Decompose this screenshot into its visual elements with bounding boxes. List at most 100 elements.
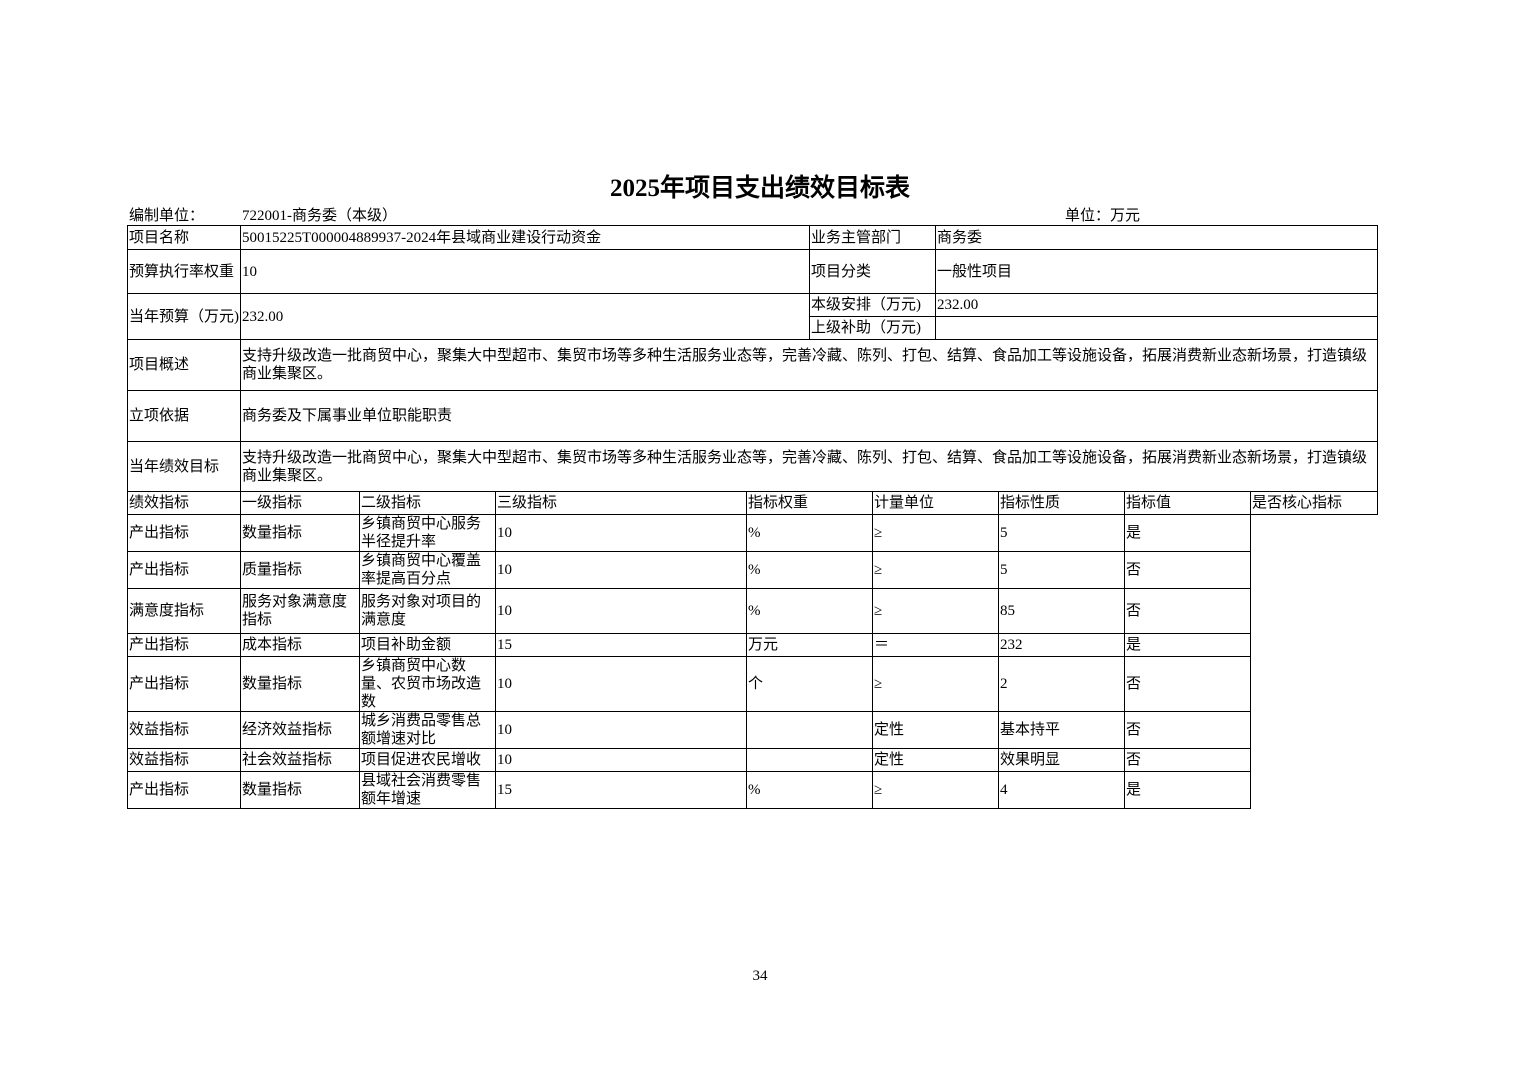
table-cell: ＝ bbox=[872, 633, 999, 657]
project-info-table: 项目名称 50015225T000004889937-2024年县域商业建设行动… bbox=[127, 225, 1378, 492]
table-cell: 质量指标 bbox=[240, 551, 360, 589]
table-row: 效益指标 社会效益指标 项目促进农民增收 10 定性 效果明显否 bbox=[127, 748, 1378, 772]
table-cell: 产出指标 bbox=[127, 514, 241, 552]
goal-label: 当年绩效目标 bbox=[127, 441, 241, 492]
org-value: 722001-商务委（本级） bbox=[242, 208, 397, 224]
table-cell: 10 bbox=[495, 748, 747, 772]
table-cell: 万元 bbox=[746, 633, 873, 657]
weight-label: 预算执行率权重 bbox=[127, 249, 241, 294]
table-cell: ≥ bbox=[872, 514, 999, 552]
table-cell: 产出指标 bbox=[127, 771, 241, 809]
table-cell: 定性 bbox=[872, 711, 999, 749]
table-cell: % bbox=[746, 514, 873, 552]
overview-label: 项目概述 bbox=[127, 339, 241, 391]
weight: 10 bbox=[240, 249, 810, 294]
table-cell: 定性 bbox=[872, 748, 999, 772]
table-cell: 数量指标 bbox=[240, 771, 360, 809]
budget: 232.00 bbox=[240, 293, 810, 340]
table-cell: 服务对象对项目的满意度 bbox=[359, 588, 496, 634]
dept-label: 业务主管部门 bbox=[809, 225, 936, 250]
table-cell: 满意度指标 bbox=[127, 588, 241, 634]
table-cell: 成本指标 bbox=[240, 633, 360, 657]
table-cell: 是 bbox=[1124, 771, 1251, 809]
budget-label: 当年预算（万元) bbox=[127, 293, 241, 340]
table-cell: 是 bbox=[1124, 633, 1251, 657]
column-header: 二级指标 bbox=[359, 491, 496, 515]
table-cell: 基本持平 bbox=[998, 711, 1125, 749]
table-cell: 232 bbox=[998, 633, 1125, 657]
table-row: 产出指标 质量指标 乡镇商贸中心覆盖率提高百分点 10% ≥5 否 bbox=[127, 551, 1378, 589]
table-cell: ≥ bbox=[872, 656, 999, 712]
page-number: 34 bbox=[752, 968, 768, 984]
table-cell bbox=[746, 748, 873, 772]
dept: 商务委 bbox=[935, 225, 1378, 250]
table-cell: 效益指标 bbox=[127, 748, 241, 772]
table-cell: 是 bbox=[1124, 514, 1251, 552]
column-header: 指标值 bbox=[1124, 491, 1251, 515]
table-cell: 效益指标 bbox=[127, 711, 241, 749]
basis: 商务委及下属事业单位职能职责 bbox=[240, 390, 1378, 442]
table-cell: 项目促进农民增收 bbox=[359, 748, 496, 772]
indicators-table: 绩效指标 一级指标 二级指标 三级指标 指标权重 计量单位 指标性质 指标值 是否核心指标 产… bbox=[127, 491, 1378, 809]
table-cell: 否 bbox=[1124, 588, 1251, 634]
project-name: 50015225T000004889937-2024年县域商业建设行动资金 bbox=[240, 225, 810, 250]
category-label: 项目分类 bbox=[809, 249, 936, 294]
table-cell: 产出指标 bbox=[127, 633, 241, 657]
column-header: 是否核心指标 bbox=[1250, 491, 1378, 515]
org-label: 编制单位： bbox=[129, 208, 205, 224]
table-cell: 5 bbox=[998, 551, 1125, 589]
table-cell: 个 bbox=[746, 656, 873, 712]
column-header: 一级指标 bbox=[240, 491, 360, 515]
local-label: 本级安排（万元) bbox=[809, 293, 936, 317]
goal: 支持升级改造一批商贸中心，聚集大中型超市、集贸市场等多种生活服务业态等，完善冷藏… bbox=[240, 441, 1378, 492]
table-cell: 否 bbox=[1124, 656, 1251, 712]
column-header: 指标性质 bbox=[998, 491, 1125, 515]
column-header: 计量单位 bbox=[872, 491, 999, 515]
table-cell: 城乡消费品零售总额增速对比 bbox=[359, 711, 496, 749]
category: 一般性项目 bbox=[935, 249, 1378, 294]
page-title: 2025年项目支出绩效目标表 bbox=[609, 175, 910, 202]
table-cell: 10 bbox=[495, 551, 747, 589]
table-cell: 产出指标 bbox=[127, 551, 241, 589]
table-cell: 10 bbox=[495, 656, 747, 712]
table-row: 产出指标 数量指标 乡镇商贸中心服务半径提升率 10% ≥5 是 bbox=[127, 514, 1378, 552]
table-cell: ≥ bbox=[872, 588, 999, 634]
table-cell: 经济效益指标 bbox=[240, 711, 360, 749]
table-cell: 85 bbox=[998, 588, 1125, 634]
table-cell: % bbox=[746, 771, 873, 809]
table-cell bbox=[746, 711, 873, 749]
table-cell: 社会效益指标 bbox=[240, 748, 360, 772]
unit-label: 单位：万元 bbox=[1065, 208, 1141, 224]
table-cell: 4 bbox=[998, 771, 1125, 809]
table-cell: 数量指标 bbox=[240, 514, 360, 552]
table-cell: 乡镇商贸中心覆盖率提高百分点 bbox=[359, 551, 496, 589]
table-cell: 县域社会消费零售额年增速 bbox=[359, 771, 496, 809]
table-cell: 2 bbox=[998, 656, 1125, 712]
table-cell: 否 bbox=[1124, 711, 1251, 749]
table-cell: 数量指标 bbox=[240, 656, 360, 712]
table-cell: 10 bbox=[495, 588, 747, 634]
upper bbox=[935, 316, 1378, 340]
table-cell: ≥ bbox=[872, 551, 999, 589]
project-name-label: 项目名称 bbox=[127, 225, 241, 250]
local: 232.00 bbox=[935, 293, 1378, 317]
table-cell: 15 bbox=[495, 771, 747, 809]
table-cell: 产出指标 bbox=[127, 656, 241, 712]
table-cell: 否 bbox=[1124, 748, 1251, 772]
table-cell: ≥ bbox=[872, 771, 999, 809]
upper-label: 上级补助（万元) bbox=[809, 316, 936, 340]
table-cell: % bbox=[746, 551, 873, 589]
basis-label: 立项依据 bbox=[127, 390, 241, 442]
table-cell: 乡镇商贸中心数量、农贸市场改造数 bbox=[359, 656, 496, 712]
table-cell: 10 bbox=[495, 514, 747, 552]
table-cell: % bbox=[746, 588, 873, 634]
table-row: 满意度指标 服务对象满意度指标 服务对象对项目的满意度 10% ≥85 否 bbox=[127, 588, 1378, 634]
table-cell: 15 bbox=[495, 633, 747, 657]
table-cell: 5 bbox=[998, 514, 1125, 552]
table-cell: 乡镇商贸中心服务半径提升率 bbox=[359, 514, 496, 552]
table-cell: 否 bbox=[1124, 551, 1251, 589]
column-header: 三级指标 bbox=[495, 491, 747, 515]
table-row: 产出指标 数量指标 乡镇商贸中心数量、农贸市场改造数 10 个 ≥2 否 bbox=[127, 656, 1378, 712]
indicators-label: 绩效指标 bbox=[127, 491, 241, 515]
table-cell: 10 bbox=[495, 711, 747, 749]
